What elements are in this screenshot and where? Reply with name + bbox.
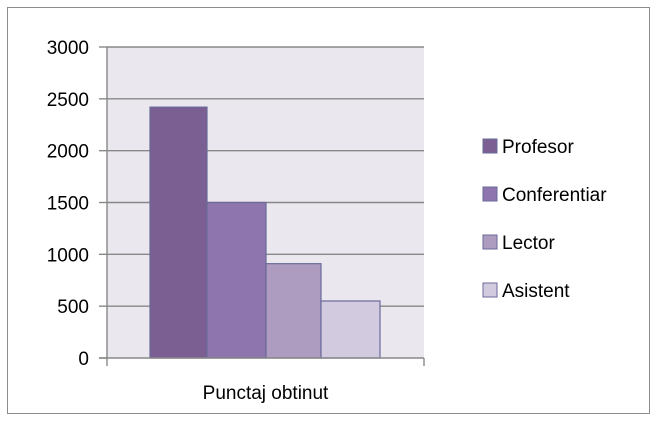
bar-lector — [265, 263, 322, 359]
y-tick-label: 0 — [78, 349, 89, 370]
legend-label-profesor: Profesor — [502, 137, 574, 158]
y-tick-label: 500 — [57, 297, 89, 318]
x-category-label: Punctaj obtinut — [203, 383, 329, 404]
bars — [149, 106, 381, 359]
y-tick-label: 2000 — [47, 142, 89, 163]
legend-swatch-asistent — [482, 282, 498, 298]
legend-swatch-lector — [482, 234, 498, 250]
bar-asistent — [320, 300, 381, 359]
y-tick-label: 3000 — [47, 38, 89, 59]
legend: Profesor Conferentiar Lector Asistent — [482, 137, 607, 302]
legend-label-conferentiar: Conferentiar — [502, 185, 607, 206]
axes — [99, 47, 425, 366]
legend-swatch-conferentiar — [482, 186, 498, 202]
legend-label-asistent: Asistent — [502, 281, 570, 302]
legend-swatch-profesor — [482, 138, 498, 154]
bar-profesor — [149, 106, 208, 359]
bar-conferentiar — [206, 201, 267, 359]
y-tick-label: 2500 — [47, 90, 89, 111]
y-tick-label: 1000 — [47, 245, 89, 266]
y-tick-label: 1500 — [47, 194, 89, 215]
legend-label-lector: Lector — [502, 233, 555, 254]
x-category-labels: Punctaj obtinut — [203, 383, 329, 404]
y-tick-labels: 0 500 1000 1500 2000 2500 3000 — [47, 38, 89, 370]
